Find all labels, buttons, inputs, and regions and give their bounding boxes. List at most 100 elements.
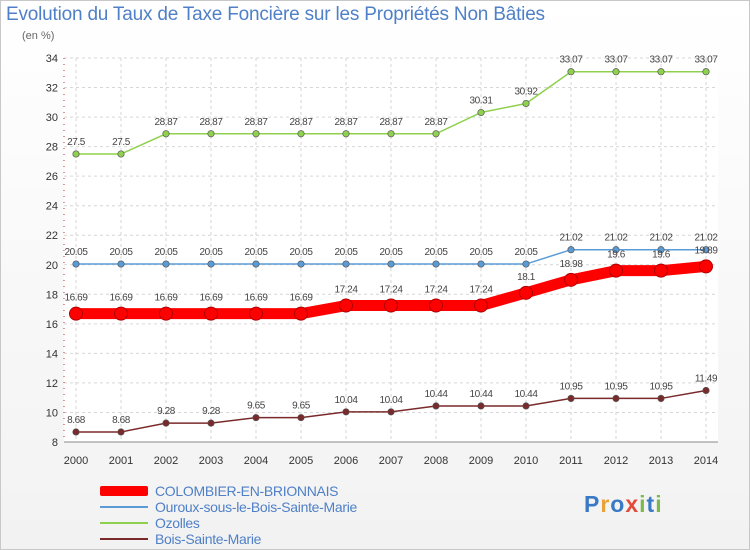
x-tick-label: 2008	[424, 455, 448, 467]
series-point	[72, 260, 80, 268]
series-point	[252, 130, 260, 138]
series-point	[702, 246, 710, 254]
data-label: 30.92	[514, 86, 538, 97]
series-point	[207, 260, 215, 268]
series-point	[387, 130, 395, 138]
logo-letter: r	[600, 491, 611, 517]
data-label: 16.69	[244, 293, 268, 304]
proxiti-logo: Proxiti	[584, 491, 663, 518]
data-label: 20.05	[289, 247, 313, 258]
y-tick-label: 10	[46, 407, 58, 419]
data-label: 16.69	[109, 293, 133, 304]
series-point	[69, 306, 83, 321]
chart-title: Evolution du Taux de Taxe Foncière sur l…	[6, 4, 545, 25]
data-label: 19.6	[607, 250, 626, 261]
series-point	[567, 394, 575, 402]
series-point	[339, 298, 353, 313]
data-label: 19.6	[652, 250, 671, 261]
data-label: 28.87	[334, 117, 358, 128]
series-point	[117, 150, 125, 158]
series-point	[522, 260, 530, 268]
series-point	[387, 408, 395, 416]
data-label: 20.05	[109, 247, 133, 258]
series-point	[702, 68, 710, 76]
data-label: 21.02	[604, 233, 628, 244]
series-point	[564, 272, 578, 287]
legend-swatch	[100, 522, 148, 524]
series-point	[612, 68, 620, 76]
x-tick-label: 2009	[469, 455, 493, 467]
logo-letter: x	[625, 491, 640, 517]
data-label: 33.07	[559, 55, 583, 66]
data-label: 20.05	[379, 247, 403, 258]
data-label: 10.95	[649, 381, 673, 392]
y-tick-label: 16	[46, 319, 58, 331]
y-tick-label: 32	[46, 83, 58, 95]
data-label: 9.28	[157, 406, 176, 417]
x-tick-label: 2005	[289, 455, 313, 467]
data-label: 9.28	[202, 406, 221, 417]
data-label: 17.24	[424, 285, 448, 296]
series-point	[567, 246, 575, 254]
series-point	[474, 298, 488, 313]
data-label: 17.24	[469, 285, 493, 296]
series-point	[297, 260, 305, 268]
series-point	[207, 130, 215, 138]
series-point	[114, 306, 128, 321]
series-point	[612, 246, 620, 254]
data-label: 17.24	[334, 285, 358, 296]
y-tick-label: 18	[46, 289, 58, 301]
legend-label: Ouroux-sous-le-Bois-Sainte-Marie	[155, 499, 358, 515]
data-label: 33.07	[649, 55, 673, 66]
data-label: 10.95	[604, 381, 628, 392]
x-tick-label: 2004	[244, 455, 268, 467]
series-point	[609, 263, 623, 278]
data-label: 16.69	[289, 293, 313, 304]
series-point	[252, 260, 260, 268]
data-label: 27.5	[67, 137, 86, 148]
series-point	[72, 150, 80, 158]
legend-label: Ozolles	[155, 515, 200, 531]
y-tick-label: 26	[46, 171, 58, 183]
data-label: 28.87	[289, 117, 313, 128]
legend-label: Bois-Sainte-Marie	[155, 531, 262, 547]
series-point	[162, 130, 170, 138]
series-point	[477, 260, 485, 268]
series-point	[162, 419, 170, 427]
x-tick-label: 2010	[514, 455, 538, 467]
data-label: 20.05	[154, 247, 178, 258]
series-point	[657, 246, 665, 254]
x-tick-label: 2007	[379, 455, 403, 467]
series-point	[429, 298, 443, 313]
data-label: 9.65	[247, 401, 266, 412]
data-label: 16.69	[64, 293, 88, 304]
y-tick-label: 8	[52, 437, 58, 449]
y-tick-label: 22	[46, 230, 58, 242]
logo-letter: P	[584, 491, 601, 517]
y-tick-label: 20	[46, 260, 58, 272]
series-point	[342, 260, 350, 268]
series-point	[699, 259, 713, 274]
data-label: 28.87	[154, 117, 178, 128]
x-tick-label: 2003	[199, 455, 223, 467]
unit-label: (en %)	[22, 30, 55, 42]
data-label: 8.68	[67, 415, 86, 426]
data-label: 20.05	[469, 247, 493, 258]
series-point	[252, 414, 260, 422]
data-label: 20.05	[244, 247, 268, 258]
series-point	[72, 428, 80, 436]
series-point	[384, 298, 398, 313]
data-label: 27.5	[112, 137, 131, 148]
x-tick-label: 2011	[559, 455, 583, 467]
x-tick-label: 2006	[334, 455, 358, 467]
data-label: 20.05	[514, 247, 538, 258]
series-point	[522, 99, 530, 108]
x-tick-label: 2014	[694, 455, 718, 467]
data-label: 28.87	[244, 117, 268, 128]
y-tick-label: 34	[46, 53, 58, 65]
series-point	[654, 263, 668, 278]
data-label: 18.1	[517, 272, 536, 283]
data-label: 10.04	[379, 395, 403, 406]
series-point	[294, 306, 308, 321]
